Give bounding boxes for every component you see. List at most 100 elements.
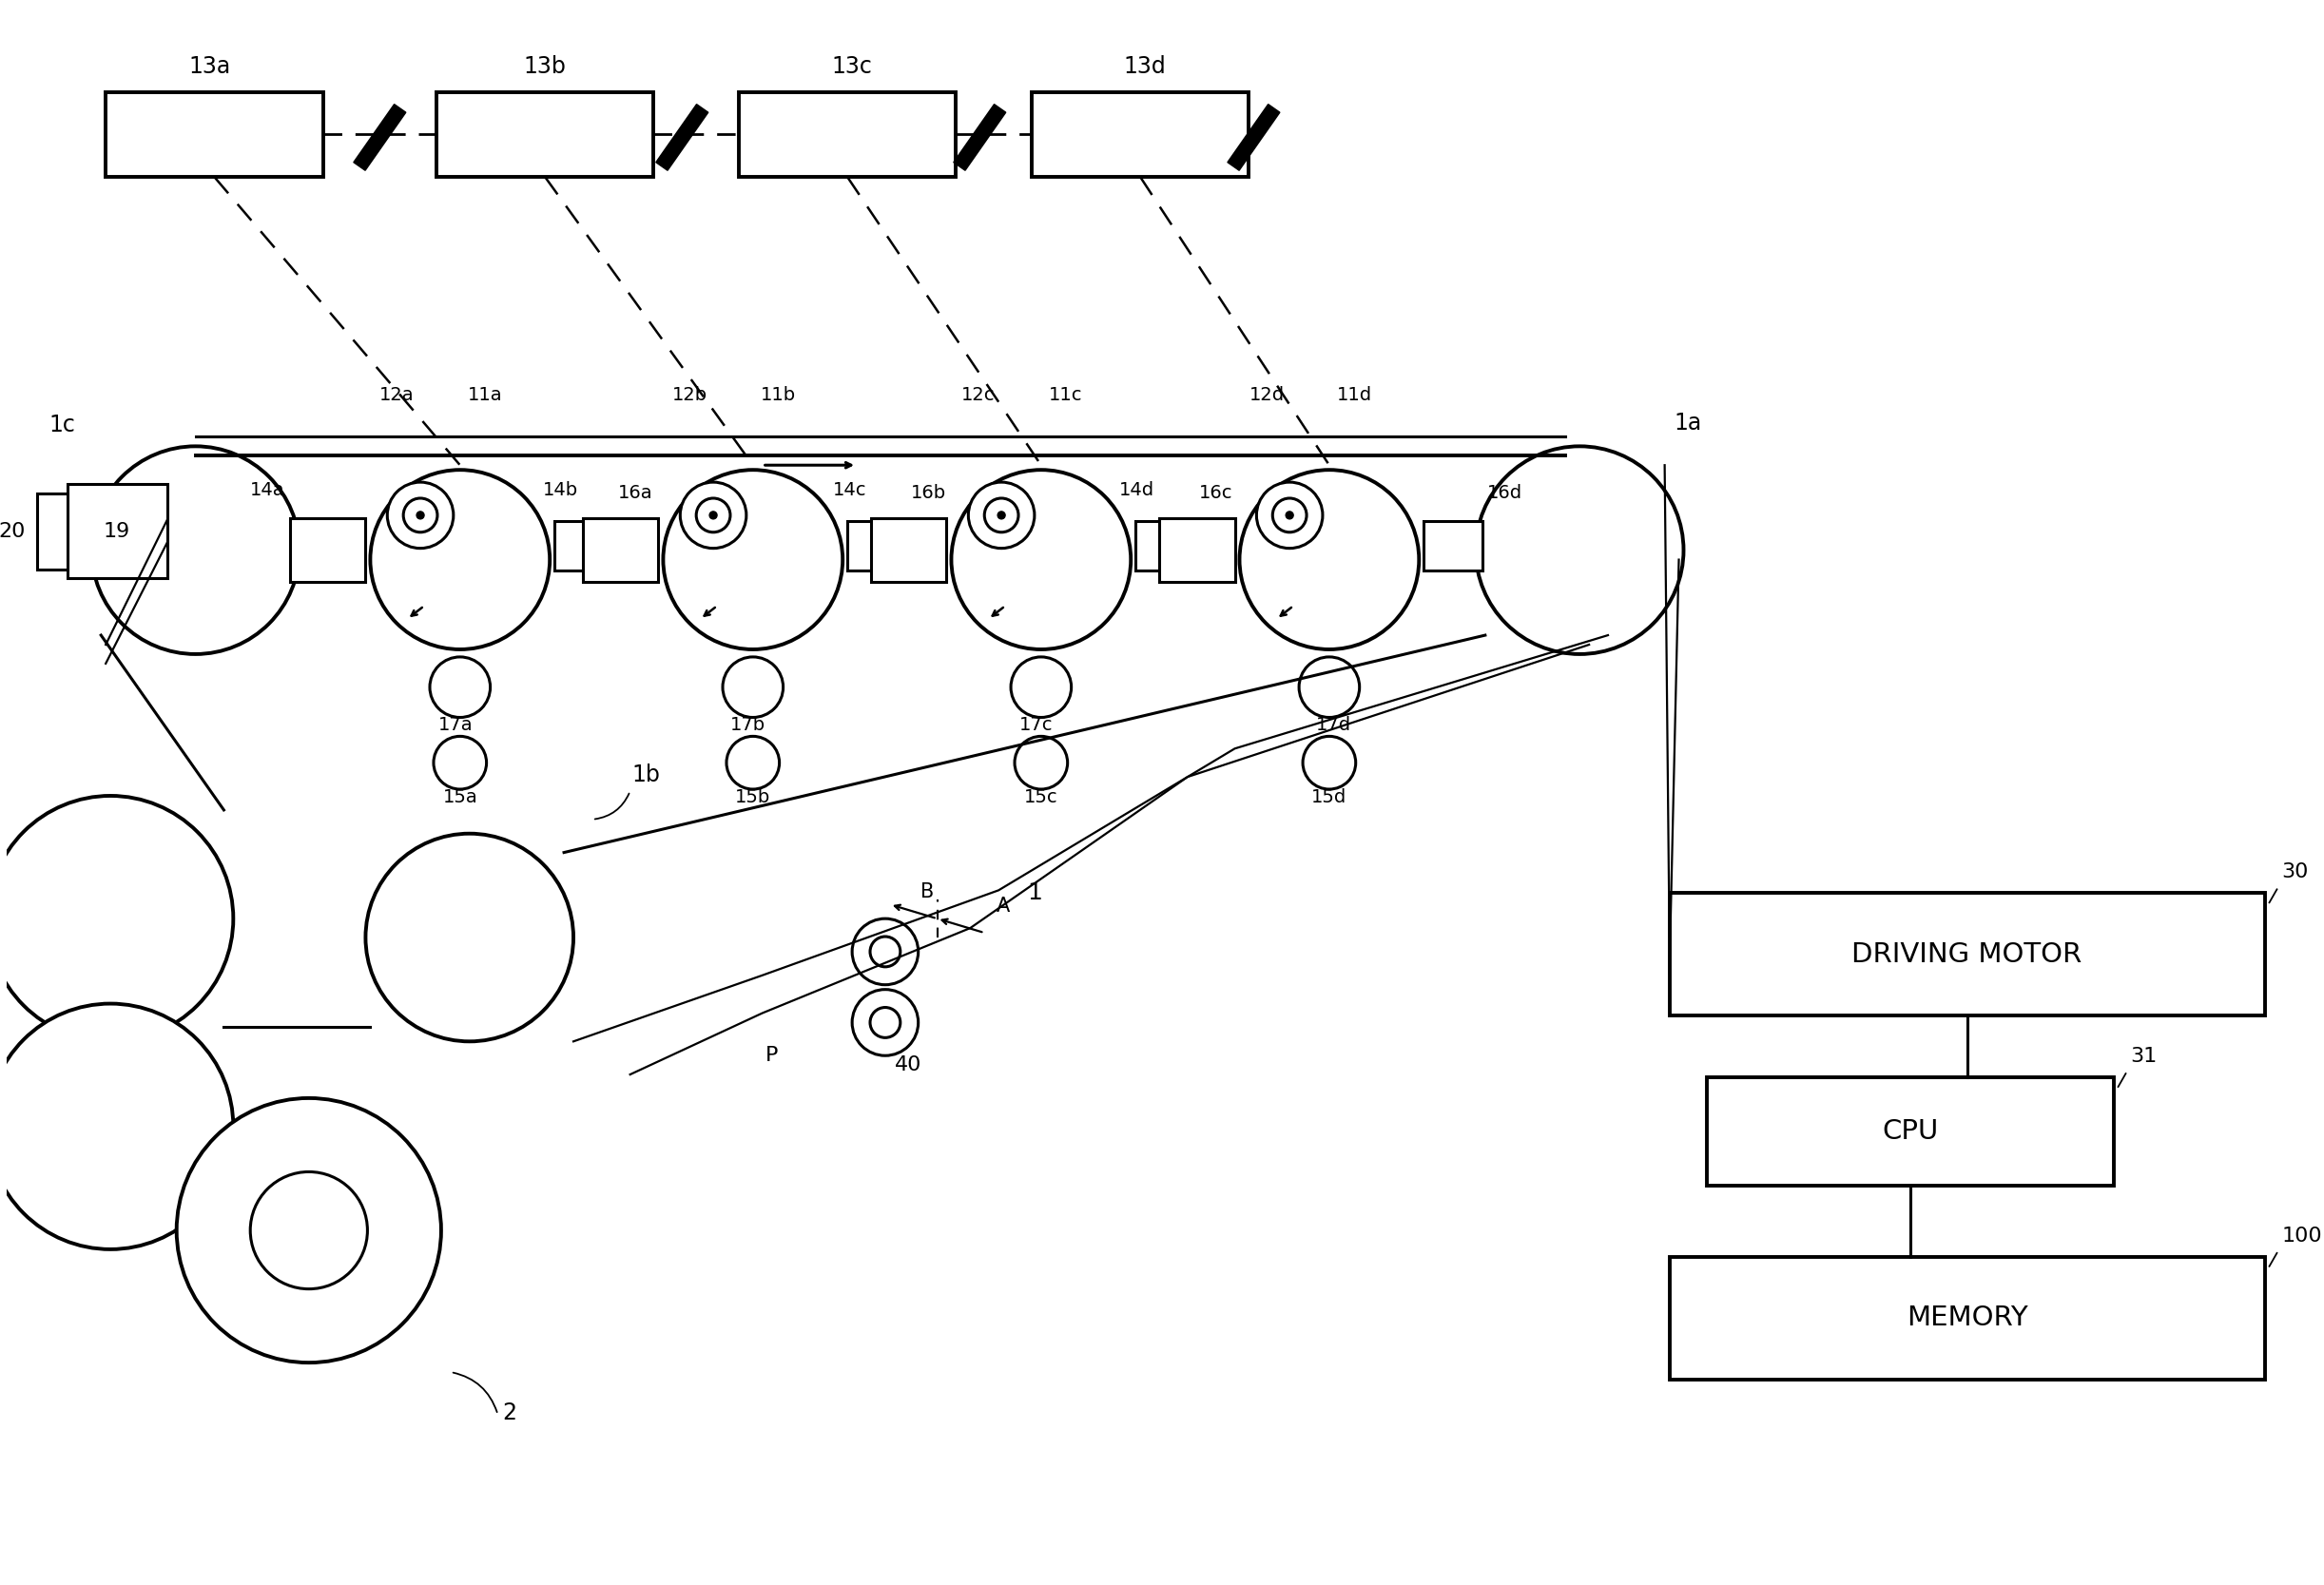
Text: 15a: 15a [442, 788, 476, 807]
Circle shape [0, 1003, 232, 1249]
Circle shape [1285, 512, 1294, 518]
Circle shape [416, 512, 425, 518]
Bar [555, 521, 614, 571]
Circle shape [1016, 737, 1067, 789]
Text: P: P [765, 1046, 779, 1065]
Circle shape [869, 937, 899, 967]
Text: 13a: 13a [188, 55, 230, 78]
Text: 11b: 11b [760, 385, 795, 404]
Circle shape [697, 498, 730, 533]
Bar [1032, 92, 1248, 178]
Text: 16a: 16a [618, 483, 653, 502]
Text: 13d: 13d [1125, 55, 1167, 78]
Bar [1669, 892, 2264, 1016]
Text: CPU: CPU [1882, 1119, 1938, 1144]
Bar [872, 518, 946, 582]
Circle shape [681, 482, 746, 548]
Text: 40: 40 [895, 1056, 923, 1075]
Text: 1c: 1c [49, 414, 77, 437]
Circle shape [251, 1171, 367, 1289]
Circle shape [951, 469, 1132, 650]
Circle shape [727, 737, 779, 789]
Circle shape [853, 989, 918, 1056]
Text: DRIVING MOTOR: DRIVING MOTOR [1852, 941, 2082, 968]
Bar [1136, 521, 1195, 571]
Bar [848, 521, 906, 571]
Bar [290, 518, 365, 582]
Text: 16b: 16b [911, 483, 946, 502]
Text: 20: 20 [0, 521, 26, 540]
Circle shape [1011, 656, 1071, 718]
Text: 12c: 12c [960, 385, 995, 404]
Circle shape [969, 482, 1034, 548]
Bar [437, 92, 653, 178]
Circle shape [1274, 498, 1306, 533]
Bar [1669, 1257, 2264, 1379]
Text: 17d: 17d [1315, 716, 1353, 734]
Text: 30: 30 [2282, 862, 2308, 881]
Circle shape [404, 498, 437, 533]
Text: 19: 19 [105, 521, 130, 540]
Text: 12a: 12a [379, 385, 414, 404]
Circle shape [723, 656, 783, 718]
Bar [105, 92, 323, 178]
Text: 14c: 14c [832, 482, 867, 499]
Text: 15d: 15d [1311, 788, 1348, 807]
Text: 14b: 14b [544, 482, 579, 499]
Text: 1b: 1b [632, 764, 660, 786]
Bar [1425, 521, 1483, 571]
Circle shape [1257, 482, 1322, 548]
Text: 11a: 11a [467, 385, 502, 404]
Circle shape [1476, 447, 1683, 655]
Text: 1a: 1a [1673, 412, 1701, 434]
Circle shape [0, 796, 232, 1041]
Text: 11c: 11c [1048, 385, 1083, 404]
Text: 13c: 13c [832, 55, 872, 78]
Text: B: B [920, 883, 934, 902]
Text: 2: 2 [502, 1401, 516, 1423]
Circle shape [435, 737, 486, 789]
Text: MEMORY: MEMORY [1906, 1304, 2029, 1331]
Circle shape [853, 919, 918, 984]
Circle shape [997, 512, 1006, 518]
Circle shape [985, 498, 1018, 533]
Text: 17b: 17b [730, 716, 767, 734]
Polygon shape [353, 105, 407, 171]
Circle shape [388, 482, 453, 548]
Circle shape [709, 512, 718, 518]
Circle shape [1299, 656, 1360, 718]
Polygon shape [655, 105, 709, 171]
Text: 12d: 12d [1248, 385, 1285, 404]
Circle shape [430, 656, 490, 718]
Text: 100: 100 [2282, 1227, 2322, 1246]
Bar [583, 518, 658, 582]
Bar [1708, 1078, 2113, 1186]
Text: 12b: 12b [672, 385, 709, 404]
Text: A: A [997, 897, 1011, 916]
Text: 15c: 15c [1025, 788, 1057, 807]
Bar [739, 92, 955, 178]
Text: 17c: 17c [1020, 716, 1053, 734]
Circle shape [662, 469, 844, 650]
Bar [37, 493, 67, 569]
Bar [1160, 518, 1234, 582]
Circle shape [1239, 469, 1420, 650]
Circle shape [365, 834, 574, 1041]
Text: 31: 31 [2131, 1048, 2157, 1067]
Text: 14a: 14a [251, 482, 286, 499]
Polygon shape [1227, 105, 1281, 171]
Text: 13b: 13b [523, 55, 567, 78]
Text: 17a: 17a [437, 716, 472, 734]
Circle shape [177, 1098, 442, 1363]
Bar [67, 483, 167, 579]
Text: 16c: 16c [1199, 483, 1232, 502]
Circle shape [869, 1008, 899, 1038]
Polygon shape [953, 105, 1006, 171]
Text: 1: 1 [1027, 881, 1041, 905]
Text: 11d: 11d [1336, 385, 1371, 404]
Text: 14d: 14d [1120, 482, 1155, 499]
Text: 16d: 16d [1487, 483, 1522, 502]
Circle shape [1304, 737, 1355, 789]
Circle shape [91, 447, 300, 655]
Text: 15b: 15b [734, 788, 772, 807]
